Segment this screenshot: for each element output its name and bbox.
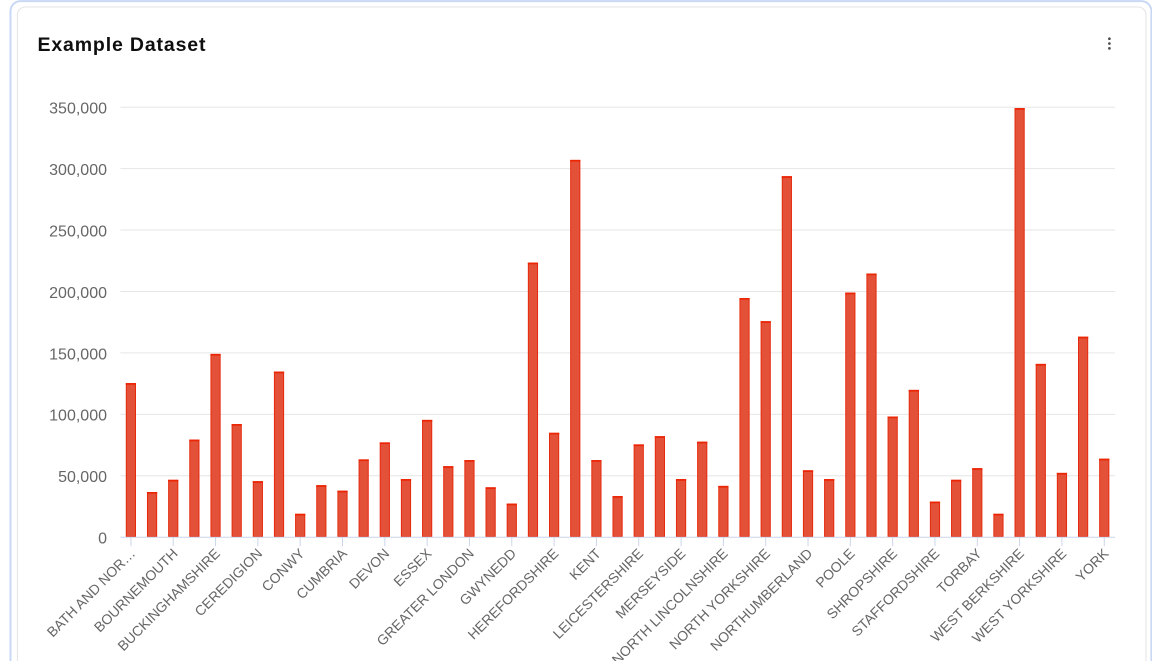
svg-text:350,000: 350,000: [49, 101, 107, 118]
svg-text:200,000: 200,000: [49, 285, 107, 302]
svg-text:0: 0: [98, 531, 107, 548]
svg-text:300,000: 300,000: [49, 162, 107, 179]
svg-text:150,000: 150,000: [49, 346, 107, 363]
svg-text:250,000: 250,000: [49, 223, 107, 240]
svg-text:50,000: 50,000: [58, 469, 107, 486]
svg-text:100,000: 100,000: [49, 408, 107, 425]
svg-text:Example Dataset: Example Dataset: [38, 34, 207, 56]
